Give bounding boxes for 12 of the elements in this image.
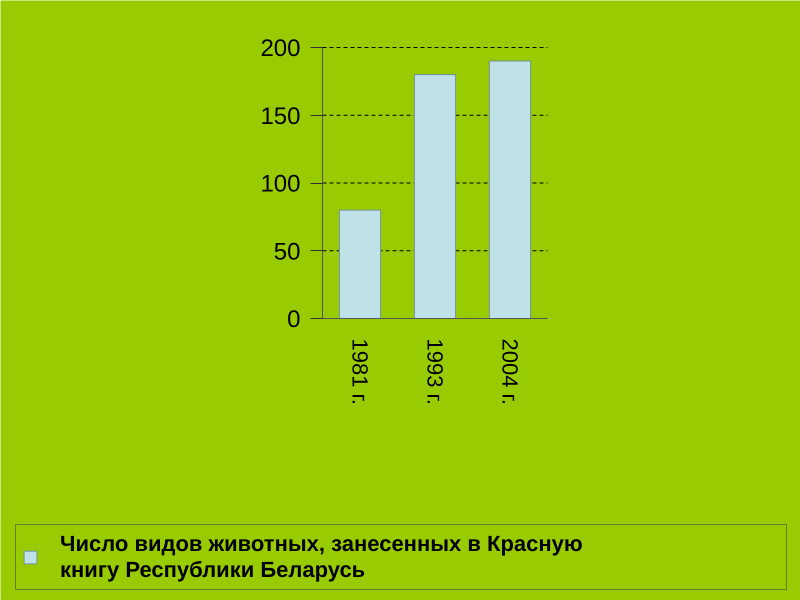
y-tick-label: 150 <box>260 102 301 130</box>
x-tick-label: 2004 г. <box>498 338 522 406</box>
y-tick-label: 50 <box>274 238 301 266</box>
bar <box>488 60 532 319</box>
y-tick-label: 200 <box>260 35 301 62</box>
bar <box>338 210 382 319</box>
bar <box>414 74 456 319</box>
y-tick-label: 100 <box>260 170 301 198</box>
y-tick-label: 0 <box>287 306 301 333</box>
x-tick-label: 1981 г. <box>348 338 372 406</box>
x-tick-label: 1993 г. <box>422 338 448 406</box>
legend-label: Число видов животных, занесенных в Красную книгу Республики Беларусь <box>60 531 584 583</box>
